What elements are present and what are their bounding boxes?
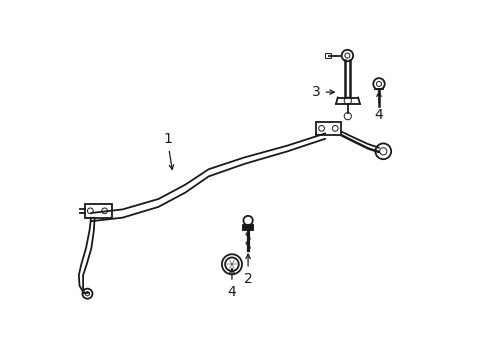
Text: 4: 4: [374, 92, 383, 122]
Bar: [325, 53, 330, 58]
Text: 3: 3: [311, 85, 334, 99]
Text: 4: 4: [227, 269, 236, 299]
Bar: [316, 122, 341, 135]
Bar: [85, 204, 112, 218]
Text: 1: 1: [163, 132, 173, 170]
Text: 2: 2: [243, 254, 252, 285]
